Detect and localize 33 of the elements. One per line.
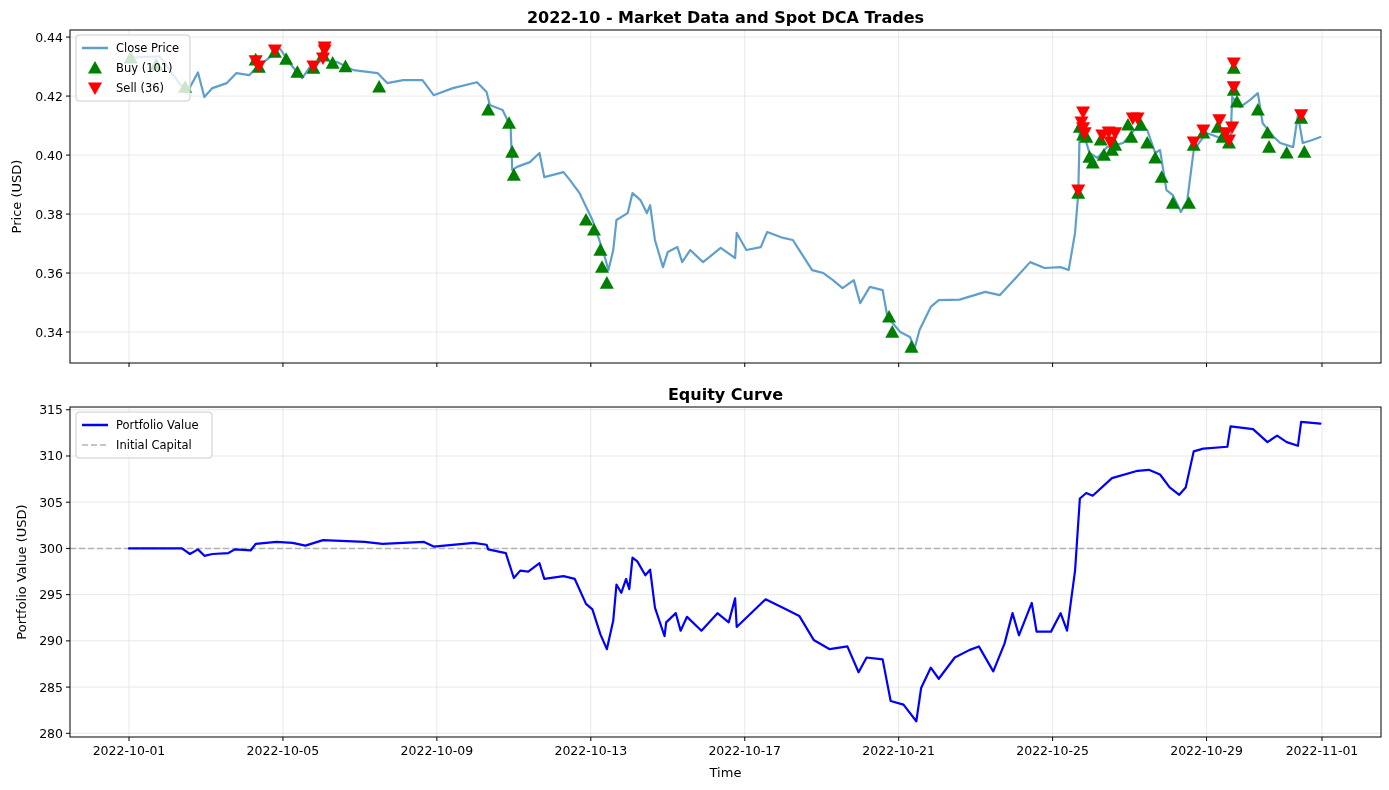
y-tick-label: 0.40 (35, 147, 64, 163)
x-tick-label: 2022-10-17 (708, 743, 782, 758)
y-tick-label: 0.38 (35, 206, 64, 222)
x-tick-label: 2022-11-01 (1285, 743, 1359, 758)
chart-title: 2022-10 - Market Data and Spot DCA Trades (526, 8, 925, 27)
x-tick-label: 2022-10-21 (862, 743, 935, 758)
legend-label: Buy (101) (116, 61, 173, 75)
y-axis-title: Portfolio Value (USD) (14, 504, 29, 640)
y-tick-label: 280 (39, 725, 64, 741)
x-tick-label: 2022-10-29 (1170, 743, 1243, 758)
y-axis-title: Price (USD) (9, 159, 24, 234)
y-tick-label: 285 (39, 679, 63, 695)
x-axis-title: Time (708, 765, 742, 780)
y-tick-label: 310 (39, 448, 64, 464)
y-tick-label: 315 (39, 402, 63, 418)
y-tick-label: 0.44 (35, 29, 64, 45)
x-tick-label: 2022-10-13 (554, 743, 628, 758)
y-tick-label: 305 (39, 494, 63, 510)
y-tick-label: 0.34 (35, 324, 64, 340)
y-tick-label: 0.42 (35, 88, 63, 104)
legend-label: Close Price (116, 41, 180, 55)
legend-label: Initial Capital (116, 438, 192, 452)
x-tick-label: 2022-10-05 (246, 743, 320, 758)
y-tick-label: 0.36 (35, 265, 64, 281)
legend-label: Sell (36) (116, 81, 165, 95)
y-tick-label: 295 (39, 587, 63, 603)
legend-label: Portfolio Value (116, 418, 199, 432)
x-tick-label: 2022-10-09 (400, 743, 474, 758)
y-tick-label: 290 (39, 633, 64, 649)
y-tick-label: 300 (39, 540, 64, 556)
x-tick-label: 2022-10-01 (92, 743, 166, 758)
x-tick-label: 2022-10-25 (1016, 743, 1089, 758)
chart-title: Equity Curve (667, 385, 784, 404)
